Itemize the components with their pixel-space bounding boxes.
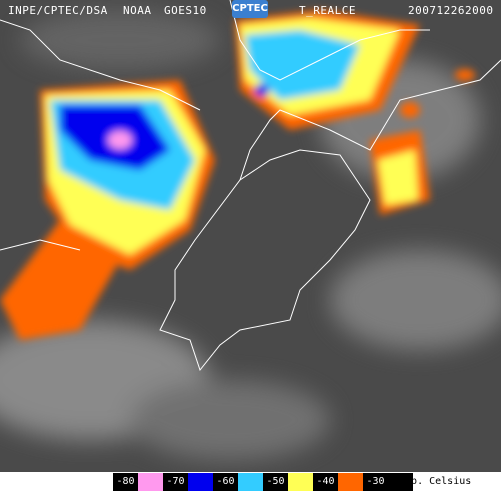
legend-unit: Temp. Celsius xyxy=(393,476,472,487)
legend-label: -70 xyxy=(163,473,188,491)
header-agency: NOAA xyxy=(123,4,152,17)
satellite-image xyxy=(0,0,501,472)
legend-label: -60 xyxy=(213,473,238,491)
legend-swatch xyxy=(388,473,413,491)
legend-label: -80 xyxy=(113,473,138,491)
header-source: INPE/CPTEC/DSA xyxy=(8,4,108,17)
color-legend: -80 -70 -60 -50 -40 -30 xyxy=(113,473,413,491)
legend-label: -30 xyxy=(363,473,388,491)
header-timestamp: 200712262000 xyxy=(408,4,494,17)
legend-label: -50 xyxy=(263,473,288,491)
legend-label: -40 xyxy=(313,473,338,491)
legend-swatch xyxy=(238,473,263,491)
legend-swatch xyxy=(338,473,363,491)
header-product: T_REALCE xyxy=(299,4,356,17)
header-satellite: GOES10 xyxy=(164,4,207,17)
logo: CPTEC xyxy=(232,0,268,18)
legend-swatch xyxy=(138,473,163,491)
legend-swatch xyxy=(288,473,313,491)
legend-swatch xyxy=(188,473,213,491)
